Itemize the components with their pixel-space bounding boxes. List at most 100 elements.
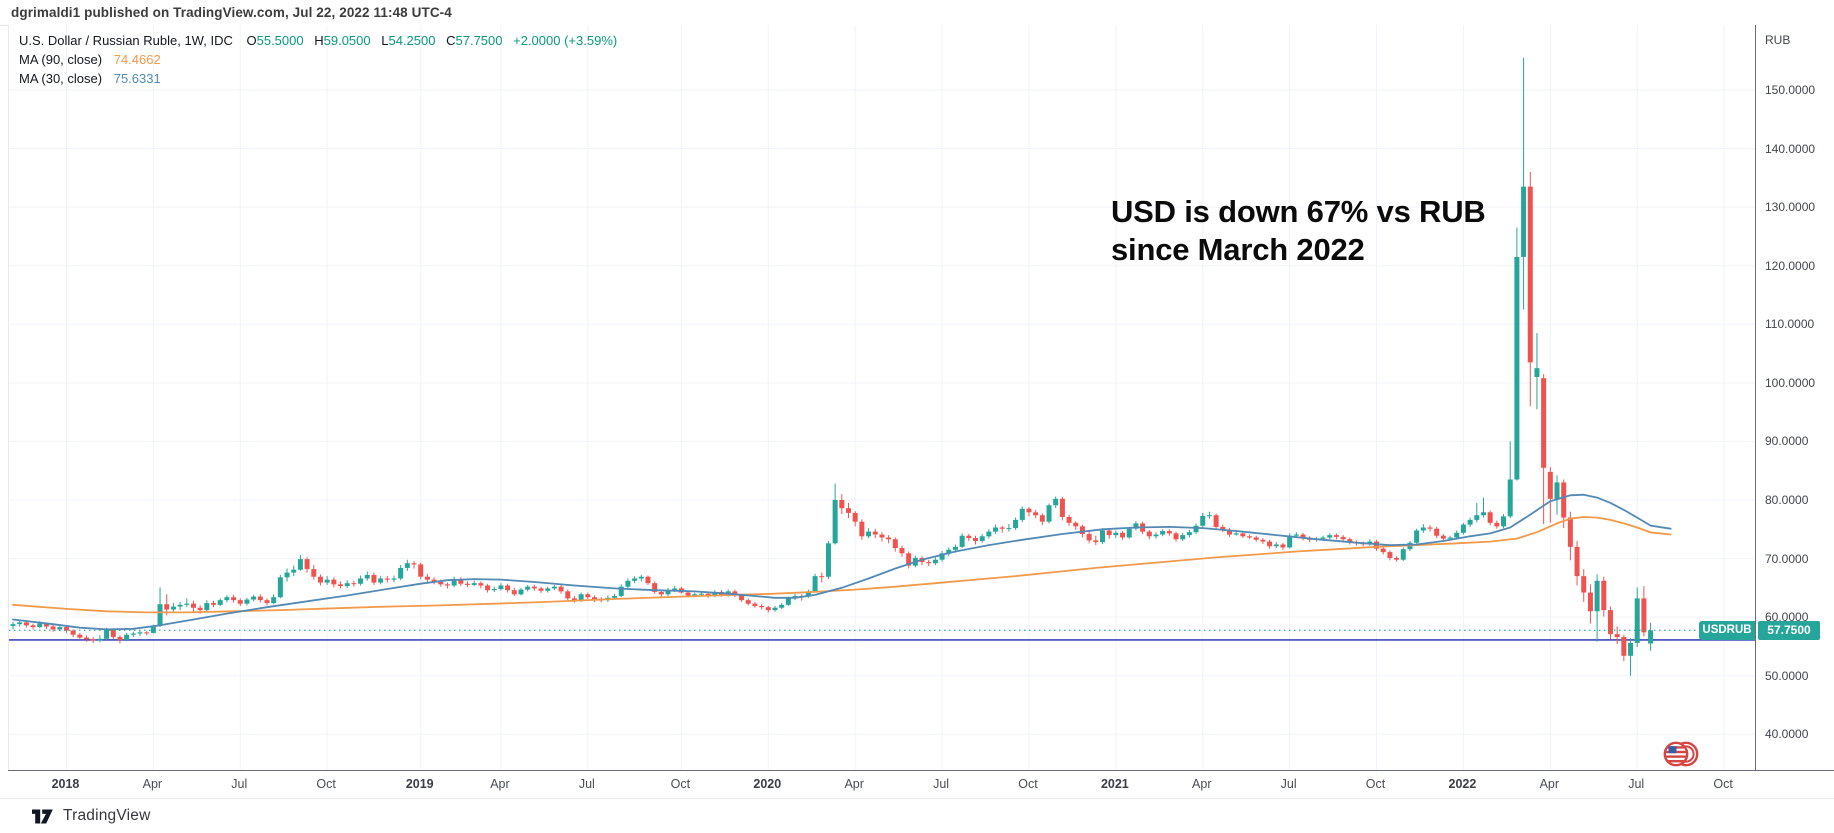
candles xyxy=(10,57,1654,676)
candle-body xyxy=(451,579,457,586)
price-tick-label: 60.0000 xyxy=(1765,610,1809,625)
annotation-line-1: USD is down 67% vs RUB xyxy=(1111,194,1486,229)
candle-body xyxy=(986,531,992,537)
candle-body xyxy=(1247,536,1253,538)
candle-body xyxy=(1173,533,1179,540)
candle-body xyxy=(906,553,912,566)
ma90-label[interactable]: MA (90, close) xyxy=(19,52,103,67)
price-tick-label: 90.0000 xyxy=(1765,434,1809,449)
candlestick-chart[interactable] xyxy=(9,25,1756,770)
candle-body xyxy=(1541,378,1547,468)
candle-body xyxy=(1046,505,1052,522)
candle-body xyxy=(1447,537,1453,539)
ma30-line[interactable] xyxy=(12,493,1672,631)
time-tick-month-label: Jul xyxy=(1280,777,1297,791)
candle-body xyxy=(952,546,958,550)
tradingview-brand-text[interactable]: TradingView xyxy=(63,807,151,824)
candle-body xyxy=(652,583,658,592)
attribution-text: dgrimaldi1 published on TradingView.com,… xyxy=(11,5,452,20)
candle-body xyxy=(1434,528,1440,536)
candle-body xyxy=(97,638,103,641)
symbol-title[interactable]: U.S. Dollar / Russian Ruble, 1W, IDC xyxy=(19,33,233,48)
candle-body xyxy=(1521,186,1527,257)
candle-body xyxy=(90,639,96,641)
candle-body xyxy=(431,579,437,582)
time-axis[interactable]: 2018 Apr Jul Oct 2019 Apr Jul Oct 2020 Apr Jul Oct 2… xyxy=(8,770,1834,799)
candle-body xyxy=(879,534,885,538)
candle-body xyxy=(471,583,477,585)
candle-body xyxy=(1634,598,1640,643)
candle-body xyxy=(244,599,250,604)
tradingview-logo-icon[interactable] xyxy=(31,808,54,825)
time-tick-month-label: Oct xyxy=(670,777,691,791)
candle-body xyxy=(745,600,751,604)
price-axis[interactable]: RUB 57.7500 150.0000 140.0000 130.0000 120.… xyxy=(1755,25,1834,798)
candle-body xyxy=(832,499,838,544)
chart-pane[interactable]: U.S. Dollar / Russian Ruble, 1W, IDC O55… xyxy=(8,25,1756,770)
candle-body xyxy=(812,576,818,592)
price-tick-label: 50.0000 xyxy=(1765,668,1809,683)
candle-body xyxy=(1273,544,1279,547)
change-value: +2.0000 (+3.59%) xyxy=(513,33,618,48)
candle-body xyxy=(364,574,370,579)
price-flag-symbol[interactable]: USDRUB xyxy=(1699,620,1755,640)
time-tick-year-label: 2020 xyxy=(753,777,782,791)
text-annotation[interactable]: USD is down 67% vs RUB since March 2022 xyxy=(1111,193,1486,269)
time-tick-month-label: Apr xyxy=(1192,777,1212,791)
candle-body xyxy=(1126,528,1132,538)
candle-body xyxy=(224,597,230,601)
candle-body xyxy=(999,527,1005,529)
ma30-legend-row[interactable]: MA (30, close) 75.6331 xyxy=(19,69,624,88)
time-tick-month-label: Apr xyxy=(142,777,163,791)
time-tick-month-label: Oct xyxy=(1713,777,1733,791)
candle-body xyxy=(444,584,450,586)
candle-body xyxy=(932,559,938,564)
candle-body xyxy=(371,574,377,583)
candle-body xyxy=(50,626,56,630)
candle-body xyxy=(411,563,417,565)
time-tick-month-label: Jul xyxy=(231,777,248,791)
candle-body xyxy=(1621,637,1627,656)
candle-body xyxy=(558,586,564,592)
ma90-line[interactable] xyxy=(12,516,1672,614)
candle-body xyxy=(538,588,544,591)
candle-body xyxy=(1053,498,1059,506)
time-tick-month-label: Apr xyxy=(490,777,510,791)
ma30-value: 75.6331 xyxy=(113,71,161,86)
candle-body xyxy=(1200,515,1206,526)
annotation-line-2: since March 2022 xyxy=(1111,232,1365,267)
candle-body xyxy=(866,531,872,537)
candle-body xyxy=(1253,537,1259,540)
candle-body xyxy=(1534,368,1540,377)
candle-body xyxy=(1628,642,1634,656)
candle-body xyxy=(458,579,464,584)
ma90-legend-row[interactable]: MA (90, close) 74.4662 xyxy=(19,50,624,69)
price-tick-label: 130.0000 xyxy=(1765,200,1816,215)
candle-body xyxy=(1059,498,1065,517)
candle-body xyxy=(1180,535,1186,540)
ma30-label[interactable]: MA (30, close) xyxy=(19,71,103,86)
candle-body xyxy=(1073,522,1079,527)
candle-body xyxy=(164,604,170,610)
candle-body xyxy=(70,630,76,635)
time-tick-month-label: Jul xyxy=(1628,777,1645,791)
footer-bar: TradingView xyxy=(0,798,1834,833)
candle-body xyxy=(418,564,424,577)
time-tick-month-label: Oct xyxy=(316,777,336,791)
candle-body xyxy=(231,597,237,601)
candle-body xyxy=(1287,535,1293,548)
candle-body xyxy=(759,606,765,608)
symbol-legend-row[interactable]: U.S. Dollar / Russian Ruble, 1W, IDC O55… xyxy=(19,31,624,50)
candle-body xyxy=(170,606,176,610)
candle-body xyxy=(1213,515,1219,527)
candle-body xyxy=(1400,549,1406,560)
candle-body xyxy=(859,521,865,537)
candle-body xyxy=(1394,557,1400,560)
candle-body xyxy=(511,590,517,595)
candle-body xyxy=(1387,552,1393,558)
ohlc-open: O55.5000 xyxy=(246,33,304,48)
candle-body xyxy=(358,578,364,584)
ohlc-low: L54.2500 xyxy=(381,33,436,48)
last-price-badge[interactable]: 57.7500 xyxy=(1758,620,1820,640)
candle-body xyxy=(1327,535,1333,538)
